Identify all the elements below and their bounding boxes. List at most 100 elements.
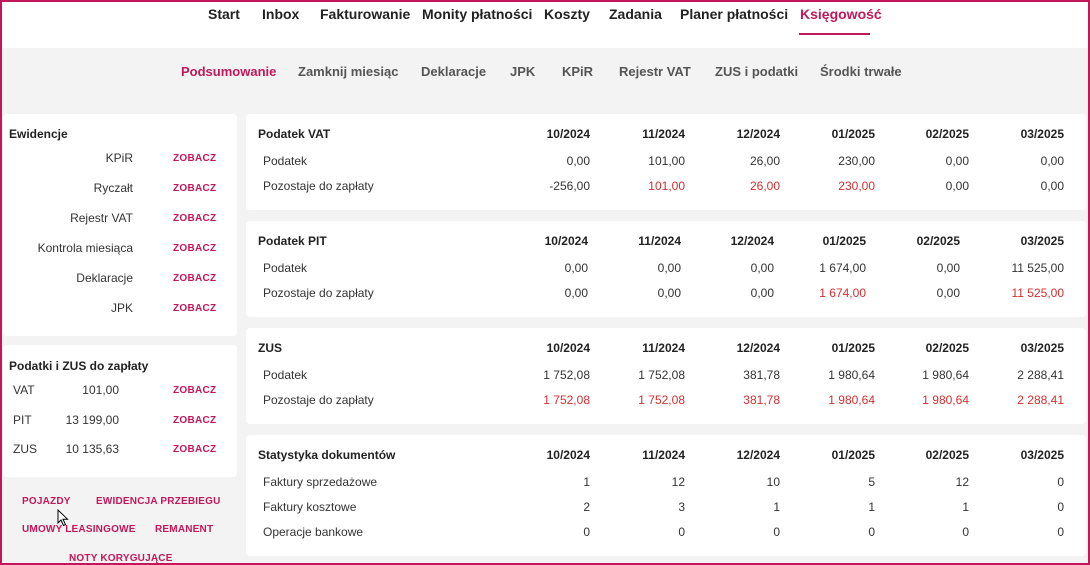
month-header: 02/2025 [925, 448, 969, 462]
table-cell: 101,00 [648, 179, 685, 193]
table-cell: 1 980,64 [922, 368, 969, 382]
tax-pit-value: 13 199,00 [65, 413, 119, 427]
table-cell: 0 [962, 525, 969, 539]
podatki-zus-card: Podatki i ZUS do zapłaty VAT 101,00 ZOBA… [3, 345, 237, 477]
table-cell: 1 [583, 475, 590, 489]
subnav-jpk[interactable]: JPK [510, 64, 536, 79]
table-cell: 5 [868, 475, 875, 489]
month-header: 01/2025 [831, 448, 875, 462]
table-cell: 0,00 [945, 179, 969, 193]
table-cell: 0,00 [750, 286, 774, 300]
link-pojazdy[interactable]: POJAZDY [22, 496, 71, 507]
subnav-kpir[interactable]: KPiR [562, 64, 594, 79]
table-cell: 0,00 [566, 154, 590, 168]
row-label: Faktury sprzedażowe [263, 475, 378, 489]
subnav-rejestr-vat[interactable]: Rejestr VAT [619, 64, 691, 79]
month-header: 01/2025 [831, 127, 875, 141]
nav-zadania[interactable]: Zadania [609, 6, 662, 22]
nav-start[interactable]: Start [208, 6, 240, 22]
table-cell: 0 [868, 525, 875, 539]
ewidencja-ryczalt-zobacz[interactable]: ZOBACZ [173, 183, 217, 194]
table-cell: 0 [678, 525, 685, 539]
table-cell: 0,00 [936, 286, 960, 300]
row-label: Podatek [263, 154, 308, 168]
link-noty-korygujace[interactable]: NOTY KORYGUJĄCE [69, 553, 173, 564]
ewidencja-kpir-zobacz[interactable]: ZOBACZ [173, 153, 217, 164]
mouse-cursor-icon [57, 509, 69, 527]
nav-koszty[interactable]: Koszty [544, 6, 590, 22]
row-label: Podatek [263, 368, 308, 382]
table-cell: 0 [1057, 475, 1064, 489]
subnav-zamknij-miesiac[interactable]: Zamknij miesiąc [298, 64, 399, 79]
link-ewidencja-przebiegu[interactable]: EWIDENCJA PRZEBIEGU [96, 496, 221, 507]
nav-inbox[interactable]: Inbox [262, 6, 300, 22]
table-podatek-vat: Podatek VAT 10/2024 11/2024 12/2024 01/2… [246, 114, 1086, 210]
table-cell: 1 674,00 [819, 261, 866, 275]
month-header: 02/2025 [925, 127, 969, 141]
row-label: Pozostaje do zapłaty [263, 179, 374, 193]
table-cell: 1 752,08 [543, 368, 590, 382]
link-remanent[interactable]: REMANENT [155, 524, 214, 535]
ewidencje-title: Ewidencje [9, 127, 68, 141]
table-cell: 1 980,64 [828, 368, 875, 382]
table-cell: 1 674,00 [819, 286, 866, 300]
table-cell: 2 288,41 [1017, 368, 1064, 382]
tax-zus-value: 10 135,63 [65, 442, 119, 456]
month-header: 12/2024 [736, 127, 780, 141]
nav-ksiegowosc[interactable]: Księgowość [800, 6, 882, 22]
nav-fakturowanie[interactable]: Fakturowanie [320, 6, 411, 22]
month-header: 10/2024 [546, 341, 590, 355]
table-cell: -256,00 [549, 179, 590, 193]
nav-monity-platnosci[interactable]: Monity płatności [422, 6, 533, 22]
active-tab-underline [799, 33, 870, 35]
table-cell: 11 525,00 [1011, 261, 1065, 275]
tax-pit-zobacz[interactable]: ZOBACZ [173, 415, 217, 426]
ewidencja-kpir-label: KPiR [105, 151, 133, 165]
month-header: 10/2024 [546, 448, 590, 462]
month-header: 11/2024 [642, 448, 685, 462]
subnav-zus-i-podatki[interactable]: ZUS i podatki [715, 64, 799, 79]
link-umowy-leasingowe[interactable]: UMOWY LEASINGOWE [22, 524, 136, 535]
table-cell: 0 [773, 525, 780, 539]
tax-vat-zobacz[interactable]: ZOBACZ [173, 385, 217, 396]
ewidencja-deklaracje-label: Deklaracje [76, 271, 133, 285]
top-navigation: Start Inbox Fakturowanie Monity płatnośc… [0, 0, 1090, 48]
table-cell: 381,78 [743, 393, 780, 407]
month-header: 03/2025 [1020, 341, 1064, 355]
nav-planer-platnosci[interactable]: Planer płatności [680, 6, 789, 22]
table-cell: 1 [962, 500, 969, 514]
table-cell: 0,00 [1040, 179, 1064, 193]
month-header: 03/2025 [1020, 448, 1064, 462]
ewidencja-kontrola-miesiaca-label: Kontrola miesiąca [37, 241, 133, 255]
table-cell: 0,00 [1040, 154, 1064, 168]
month-header: 11/2024 [642, 127, 685, 141]
table-cell: 2 [583, 500, 590, 514]
month-header: 11/2024 [642, 341, 685, 355]
subnav-srodki-trwale[interactable]: Środki trwałe [820, 64, 902, 79]
ewidencja-rejestr-vat-zobacz[interactable]: ZOBACZ [173, 213, 217, 224]
ewidencja-kontrola-miesiaca-zobacz[interactable]: ZOBACZ [173, 243, 217, 254]
row-label: Faktury kosztowe [263, 500, 357, 514]
ewidencja-rejestr-vat-label: Rejestr VAT [70, 211, 133, 225]
month-header: 11/2024 [638, 234, 681, 248]
table-zus: ZUS 10/2024 11/2024 12/2024 01/2025 02/2… [246, 328, 1086, 424]
table-title: Statystyka dokumentów [258, 448, 396, 462]
ewidencja-jpk-zobacz[interactable]: ZOBACZ [173, 303, 217, 314]
table-cell: 0,00 [564, 261, 588, 275]
subnav-deklaracje[interactable]: Deklaracje [421, 64, 487, 79]
table-title: Podatek VAT [258, 127, 331, 141]
row-label: Podatek [263, 261, 308, 275]
table-cell: 381,78 [743, 368, 780, 382]
ewidencja-ryczalt-label: Ryczałt [93, 181, 133, 195]
ewidencja-deklaracje-zobacz[interactable]: ZOBACZ [173, 273, 217, 284]
subnav-podsumowanie[interactable]: Podsumowanie [181, 64, 277, 79]
table-cell: 26,00 [749, 179, 780, 193]
table-cell: 101,00 [648, 154, 685, 168]
table-cell: 1 [868, 500, 875, 514]
tax-zus-zobacz[interactable]: ZOBACZ [173, 444, 217, 455]
table-cell: 26,00 [749, 154, 780, 168]
table-cell: 230,00 [838, 154, 875, 168]
row-label: Operacje bankowe [263, 525, 364, 539]
month-header: 03/2025 [1020, 127, 1064, 141]
table-cell: 3 [678, 500, 685, 514]
